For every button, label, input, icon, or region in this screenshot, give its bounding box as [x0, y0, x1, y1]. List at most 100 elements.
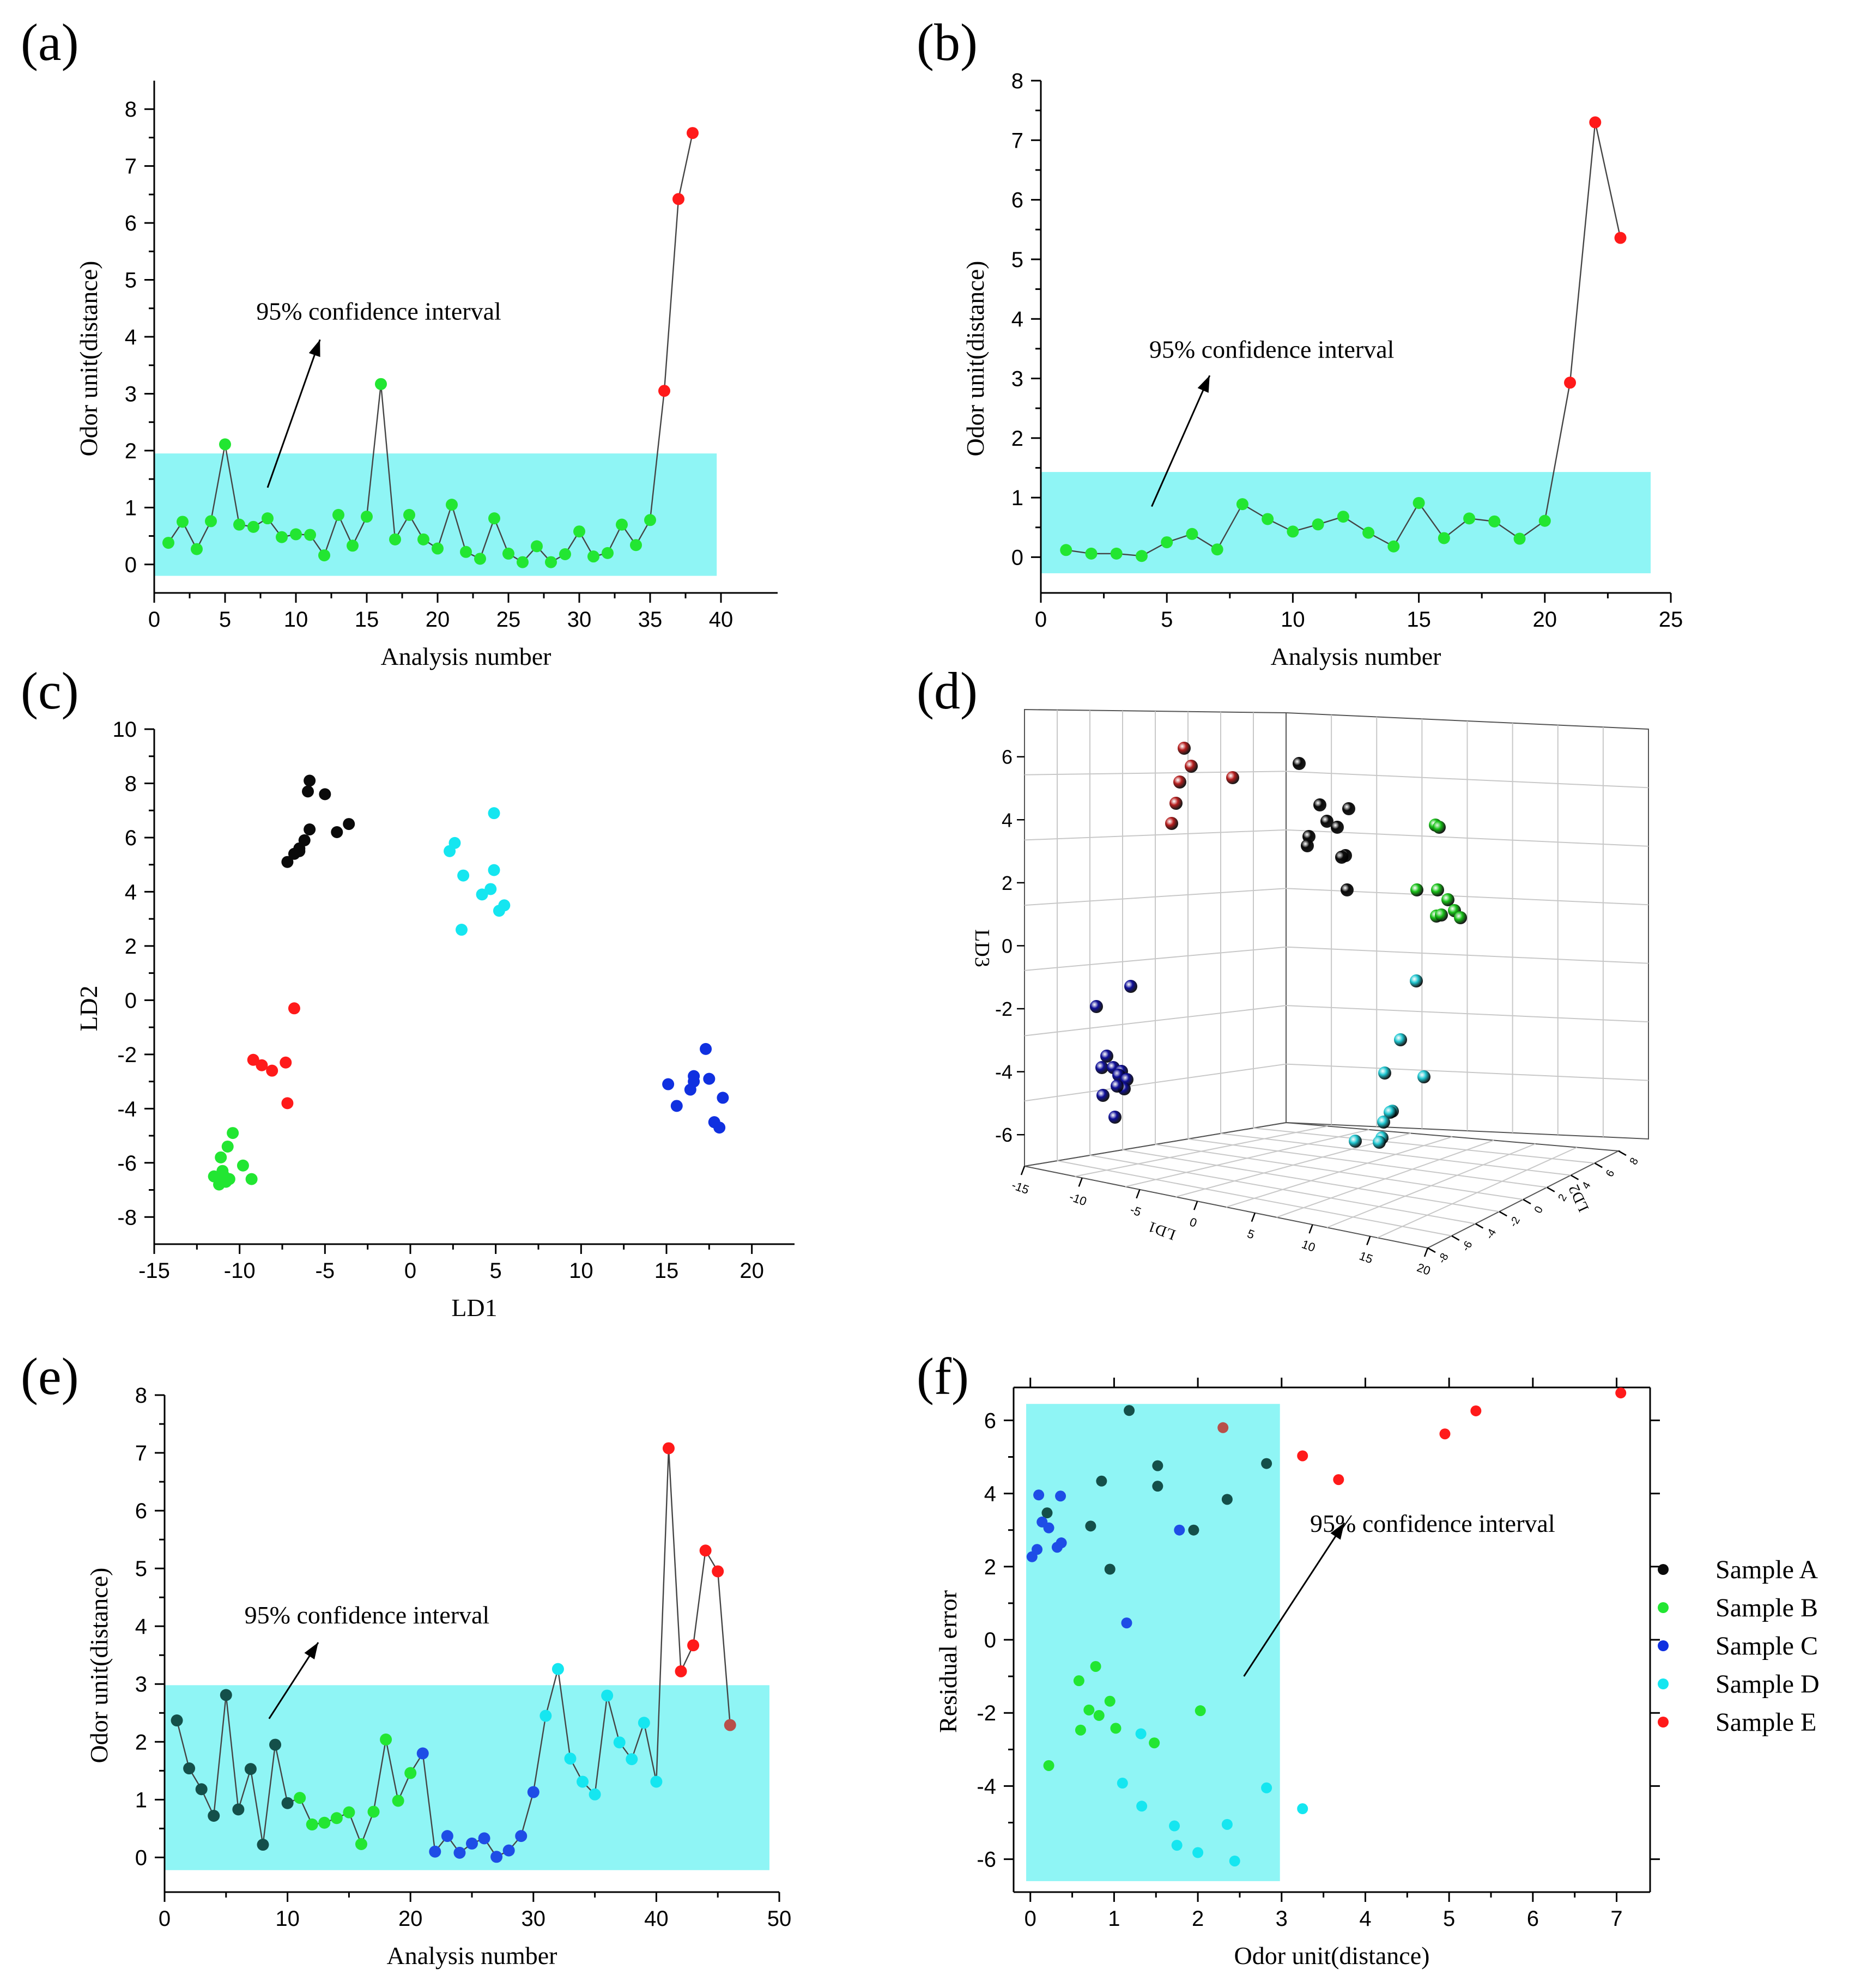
x-tick-label-d: -5	[1129, 1203, 1143, 1219]
data-point-e	[490, 1851, 503, 1863]
data-point-d	[1394, 1033, 1407, 1046]
y-tick-d	[1451, 1235, 1460, 1241]
y-tick-label-b: 3	[1011, 367, 1023, 391]
data-point-d	[1378, 1066, 1391, 1080]
data-point-d	[1431, 883, 1444, 896]
data-point-c	[298, 834, 311, 846]
y-tick-label-b: 4	[1011, 307, 1023, 331]
data-point-d	[1178, 742, 1191, 755]
legend-marker-sample-e	[1658, 1717, 1669, 1728]
annotation-arrowhead-a	[308, 340, 320, 357]
y-tick-label-d: 0	[1532, 1204, 1545, 1216]
data-point-c	[288, 1002, 300, 1015]
data-point-d	[1410, 974, 1423, 987]
data-point-d	[1096, 1089, 1110, 1102]
data-point-b	[1564, 377, 1577, 389]
data-point-e	[220, 1689, 232, 1701]
data-point-c	[302, 785, 314, 798]
data-point-d	[1331, 821, 1344, 834]
data-point-f	[1174, 1524, 1185, 1536]
y-tick-label-b: 8	[1011, 69, 1023, 93]
data-point-f	[1195, 1705, 1206, 1717]
y-tick-label-d: -2	[1507, 1215, 1523, 1229]
data-point-f	[1221, 1494, 1233, 1505]
x-tick-label-d: 5	[1245, 1227, 1256, 1242]
data-point-a	[587, 550, 599, 563]
data-point-d	[1301, 839, 1314, 852]
data-point-c	[484, 883, 497, 895]
data-point-b	[1488, 515, 1501, 528]
x-tick-label-e: 10	[275, 1907, 300, 1931]
x-tick-label-f: 6	[1527, 1907, 1539, 1931]
data-point-c	[703, 1072, 716, 1085]
y-tick-label-e: 1	[135, 1788, 147, 1812]
legend-label-sample-e: Sample E	[1715, 1708, 1816, 1737]
x-tick-d	[1308, 1224, 1313, 1234]
data-point-c	[670, 1100, 683, 1112]
x-axis-title-c: LD1	[451, 1294, 497, 1322]
x-tick-label-d: 20	[1415, 1260, 1433, 1278]
x-tick-label-a: 25	[496, 608, 521, 632]
data-point-a	[630, 539, 642, 551]
y-tick-d	[1547, 1186, 1555, 1192]
x-tick-label-f: 3	[1276, 1907, 1288, 1931]
x-tick-label-e: 40	[644, 1907, 669, 1931]
grid-line-d	[1187, 1138, 1547, 1188]
y-tick-label-e: 8	[135, 1384, 147, 1408]
data-point-d	[1165, 817, 1178, 830]
y-tick-label-d: -8	[1436, 1251, 1451, 1265]
data-point-a	[616, 518, 628, 531]
data-point-a	[361, 511, 373, 523]
data-point-f	[1090, 1660, 1101, 1672]
data-point-a	[191, 543, 203, 555]
x-tick-d	[1193, 1201, 1198, 1210]
panel-label-e: (e)	[21, 1347, 79, 1405]
y-tick-d	[1499, 1211, 1507, 1217]
panel-label-a: (a)	[21, 13, 79, 71]
data-point-a	[403, 508, 415, 521]
y-tick-label-b: 1	[1011, 486, 1023, 510]
data-point-c	[488, 864, 500, 876]
x-axis-title-e: Analysis number	[386, 1942, 557, 1969]
data-point-c	[662, 1078, 675, 1090]
back-wall-d	[1286, 712, 1649, 1140]
annotation-arrowhead-f	[1330, 1523, 1345, 1540]
x-axis-title-f: Odor unit(distance)	[1234, 1942, 1430, 1969]
data-point-e	[687, 1639, 700, 1652]
x-tick-label-f: 0	[1025, 1907, 1036, 1931]
legend-marker-sample-c	[1658, 1640, 1669, 1651]
x-tick-label-c: 20	[739, 1259, 764, 1283]
grid-line-d	[1253, 1128, 1595, 1164]
data-point-e	[392, 1795, 404, 1807]
data-point-e	[466, 1837, 478, 1850]
x-tick-label-c: 0	[404, 1259, 416, 1283]
data-point-a	[262, 512, 274, 525]
data-point-e	[367, 1805, 380, 1818]
x-tick-label-d: -15	[1010, 1178, 1030, 1197]
x-tick-label-c: 15	[654, 1259, 679, 1283]
y-tick-label-c: -4	[117, 1097, 137, 1121]
chart-a: 0 5 10 15 20 25 30 35 40 0 1 2 3 4 5 6 7 8 Analysis number…	[75, 81, 778, 670]
x-tick-label-a: 20	[426, 608, 450, 632]
data-point-a	[531, 540, 543, 553]
data-point-b	[1211, 543, 1223, 556]
data-point-d	[1320, 815, 1333, 828]
data-point-b	[1262, 513, 1274, 525]
data-point-e	[502, 1844, 515, 1857]
x-tick-label-f: 1	[1108, 1907, 1120, 1931]
data-point-f	[1229, 1855, 1240, 1866]
x-tick-label-d: -10	[1068, 1190, 1088, 1208]
data-point-a	[545, 556, 557, 568]
x-tick-d	[1251, 1213, 1256, 1222]
data-point-e	[724, 1719, 736, 1731]
grid-line-d	[1276, 1140, 1494, 1218]
panel-label-b: (b)	[917, 13, 978, 71]
data-point-c	[456, 924, 468, 936]
y-axis-title-c: LD2	[75, 985, 102, 1031]
x-tick-label-a: 10	[284, 608, 308, 632]
annotation-arrowhead-b	[1197, 375, 1210, 393]
data-point-d	[1410, 883, 1423, 896]
y-tick-d	[1427, 1247, 1436, 1253]
data-point-c	[304, 774, 316, 787]
data-point-b	[1387, 540, 1400, 553]
